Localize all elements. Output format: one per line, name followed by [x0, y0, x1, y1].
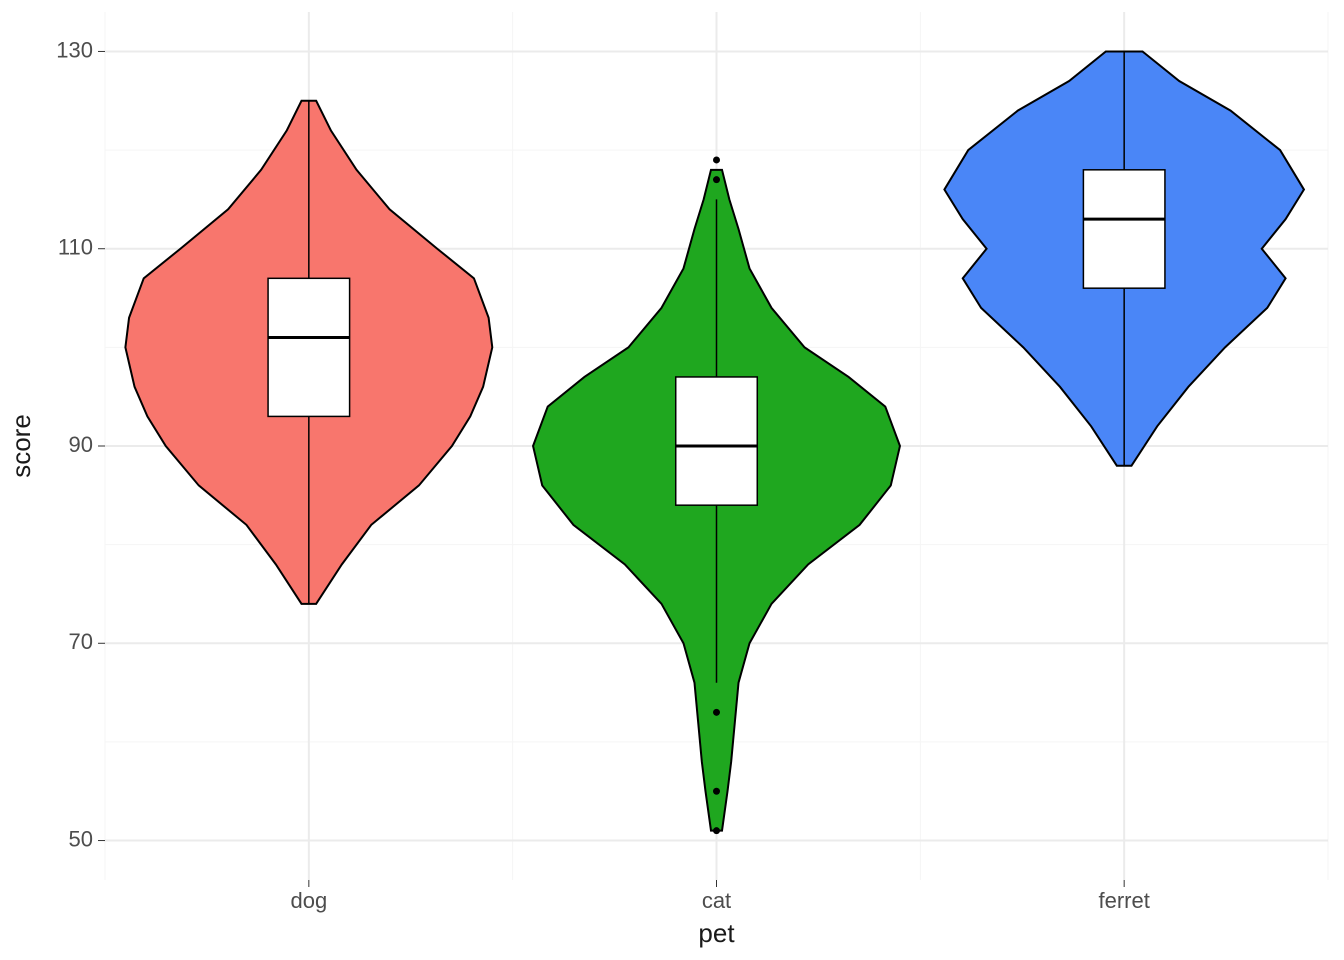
box-ferret — [1083, 170, 1165, 288]
chart-svg: 50 70 90 110 130 dog cat ferret score pet — [0, 0, 1344, 960]
box-dog — [268, 278, 350, 416]
y-tick-label: 70 — [69, 629, 93, 654]
outlier — [713, 156, 720, 163]
y-tick-label: 90 — [69, 432, 93, 457]
y-axis-title: score — [6, 414, 36, 478]
outlier — [713, 176, 720, 183]
y-tick-label: 110 — [58, 235, 93, 260]
violin-boxplot-chart: 50 70 90 110 130 dog cat ferret score pet — [0, 0, 1344, 960]
outlier — [713, 827, 720, 834]
outlier — [713, 709, 720, 716]
x-tick-label: dog — [290, 888, 327, 913]
y-tick-label: 130 — [56, 37, 93, 62]
y-tick-label: 50 — [69, 826, 93, 851]
outlier — [713, 788, 720, 795]
x-axis-title: pet — [698, 918, 735, 948]
box-cat — [676, 377, 758, 505]
x-tick-label: ferret — [1098, 888, 1149, 913]
x-tick-label: cat — [702, 888, 731, 913]
